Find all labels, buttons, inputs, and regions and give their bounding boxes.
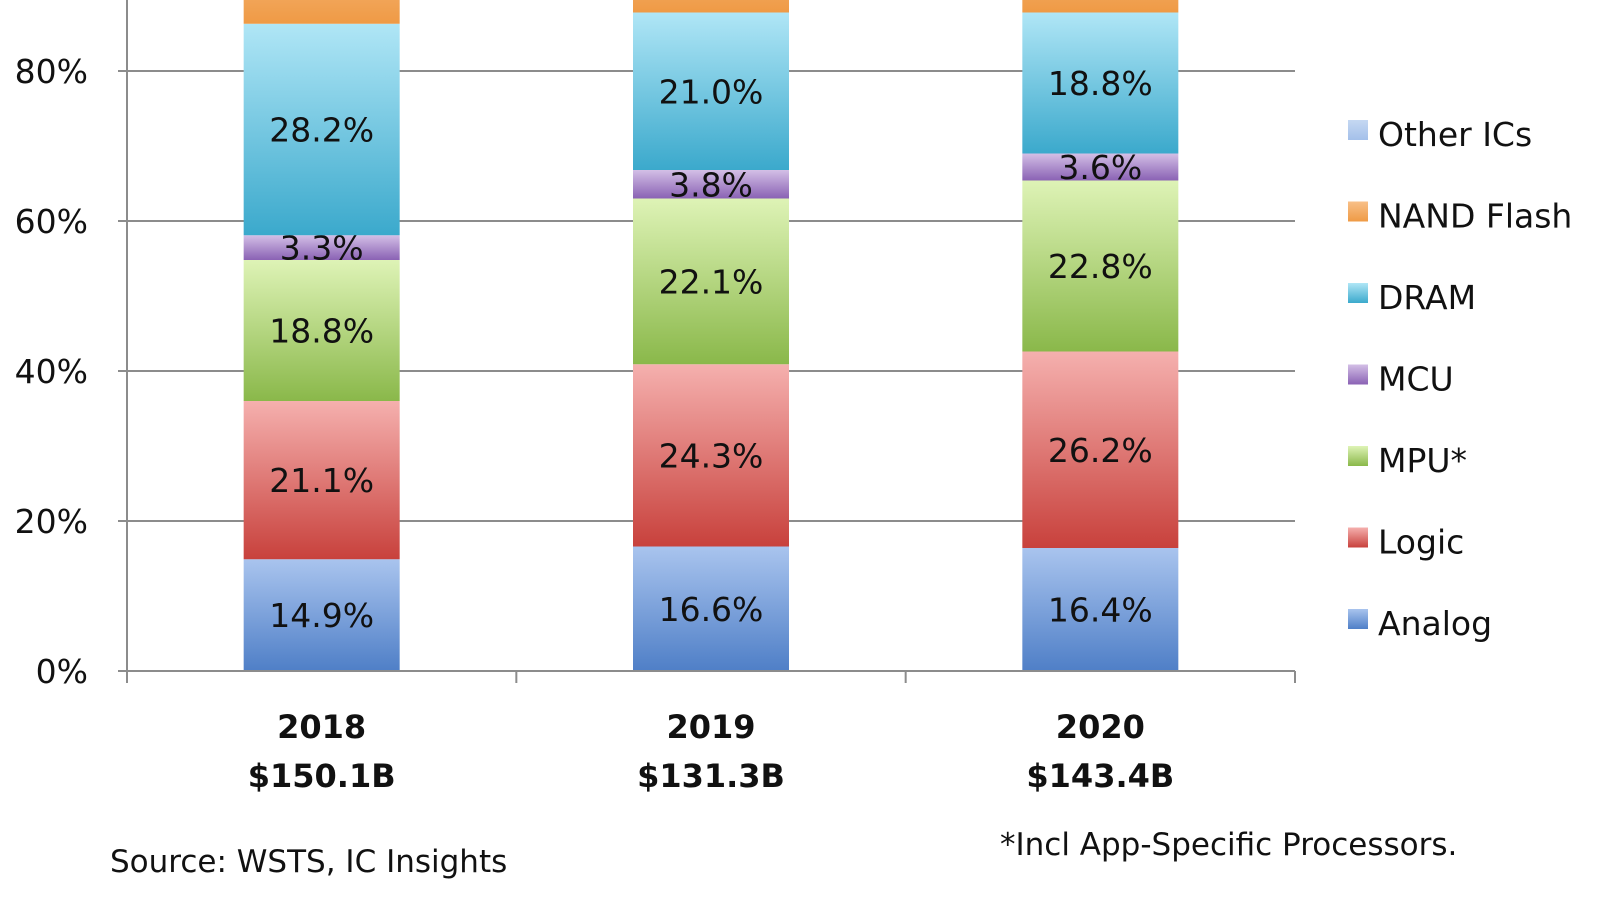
bar-segment-nand-flash	[1022, 0, 1179, 13]
bar-segment-analog	[243, 559, 400, 671]
legend-swatch	[1348, 609, 1368, 629]
x-category-total: $143.4B	[1026, 757, 1174, 795]
bar-segment-mcu	[1022, 153, 1179, 181]
legend-label: DRAM	[1378, 278, 1476, 317]
data-label: 3.6%	[1058, 148, 1142, 187]
data-label: 18.8%	[1048, 64, 1153, 103]
bar-group-2018: 14.9%21.1%18.8%3.3%28.2%	[243, 0, 400, 671]
data-label: 28.2%	[269, 111, 374, 150]
legend-item: Other ICs	[1348, 115, 1532, 154]
bar-segment-dram	[633, 12, 789, 170]
bar-segment-logic	[1022, 351, 1179, 548]
bar-segment-analog	[633, 546, 789, 671]
bar-segment-nand-flash	[243, 0, 400, 24]
axis-layer: 0% 20% 40% 60% 80% 2018 $150.1B 2019 $131.3B 2020…	[15, 0, 1296, 795]
y-tick-label: 80%	[15, 52, 88, 91]
bar-segment-logic	[243, 401, 400, 560]
footnote: *Incl App-Specific Processors.	[1000, 827, 1457, 863]
bar-segment-dram	[243, 23, 400, 236]
legend-swatch	[1348, 527, 1368, 548]
bar-segment-mpu-	[633, 198, 789, 365]
legend-item: MPU*	[1348, 441, 1467, 480]
legend-label: NAND Flash	[1378, 197, 1572, 236]
data-label: 22.8%	[1048, 247, 1153, 286]
x-category-total: $150.1B	[248, 757, 396, 795]
x-category-total: $131.3B	[637, 757, 785, 795]
bar-segment-analog	[1022, 548, 1179, 671]
data-label: 24.3%	[659, 436, 764, 475]
bar-segment-nand-flash	[633, 0, 789, 13]
legend-swatch	[1348, 201, 1368, 222]
legend-swatch	[1348, 283, 1368, 303]
legend-label: Other ICs	[1378, 115, 1532, 154]
bar-segment-mpu-	[1022, 180, 1179, 352]
legend-swatch	[1348, 120, 1368, 140]
legend-item: Logic	[1348, 523, 1464, 562]
y-tick-label: 0%	[36, 652, 88, 691]
legend-swatch	[1348, 364, 1368, 385]
legend-item: Analog	[1348, 604, 1492, 643]
x-category-label: 2020	[1056, 708, 1145, 746]
data-label: 18.8%	[269, 312, 374, 351]
legend-label: MPU*	[1378, 441, 1467, 480]
legend-label: MCU	[1378, 360, 1454, 399]
data-label: 26.2%	[1048, 431, 1153, 470]
legend-swatch	[1348, 446, 1368, 466]
data-label: 16.4%	[1048, 591, 1153, 630]
x-category-label: 2019	[666, 708, 755, 746]
legend-label: Logic	[1378, 523, 1464, 562]
bar-group-2019: 16.6% 24.3% 22.1% 3.8% 21.0%	[633, 0, 789, 671]
bar-layer: 14.9%21.1%18.8%3.3%28.2%16.6%24.3%22.1%3…	[243, 0, 1179, 671]
source-note: Source: WSTS, IC Insights	[110, 844, 507, 880]
y-tick-label: 40%	[15, 352, 88, 391]
y-tick-label: 20%	[15, 502, 88, 541]
data-label: 3.8%	[669, 165, 753, 204]
bar-segment-dram	[1022, 12, 1179, 154]
bar-segment-mcu	[633, 170, 789, 199]
data-label: 21.1%	[269, 461, 374, 500]
legend: Other ICs NAND Flash DRAM MCU MPU* Logic Analo…	[1348, 115, 1572, 643]
y-tick-label: 60%	[15, 202, 88, 241]
data-label: 16.6%	[659, 590, 764, 629]
data-label: 21.0%	[659, 72, 764, 111]
bar-segment-logic	[633, 364, 789, 547]
data-label: 22.1%	[659, 262, 764, 301]
data-label: 14.9%	[269, 596, 374, 635]
legend-item: DRAM	[1348, 278, 1476, 317]
legend-item: MCU	[1348, 360, 1454, 399]
bar-segment-mcu	[243, 235, 400, 260]
legend-label: Analog	[1378, 604, 1492, 643]
x-category-label: 2018	[277, 708, 366, 746]
bar-segment-mpu-	[243, 260, 400, 401]
bar-group-2020: 16.4% 26.2% 22.8% 3.6% 18.8%	[1022, 0, 1179, 671]
legend-item: NAND Flash	[1348, 197, 1572, 236]
